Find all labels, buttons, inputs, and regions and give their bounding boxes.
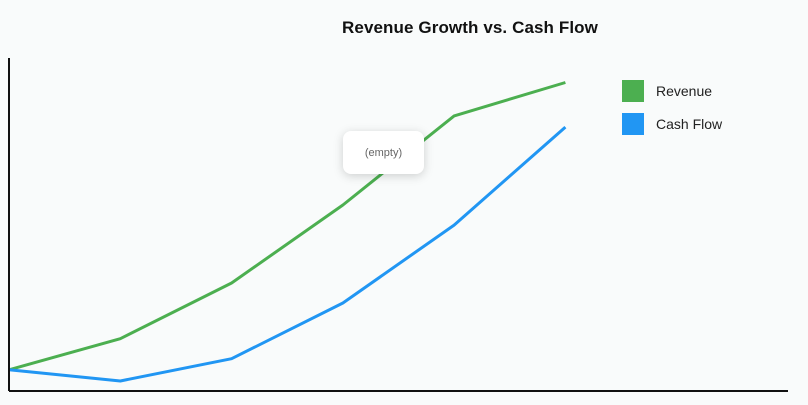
series-line-cash-flow[interactable] (8, 125, 567, 383)
legend-item-cash-flow[interactable]: Cash Flow (622, 113, 722, 135)
legend-label-cash-flow: Cash Flow (656, 116, 723, 132)
legend-swatch-revenue (622, 80, 644, 102)
legend: Revenue Cash Flow (622, 80, 722, 146)
tooltip: (empty) (343, 131, 424, 174)
legend-label-revenue: Revenue (656, 83, 713, 99)
series-layer (8, 81, 567, 383)
legend-item-revenue[interactable]: Revenue (622, 80, 722, 102)
chart-title: Revenue Growth vs. Cash Flow (342, 18, 598, 37)
series-line-revenue[interactable] (8, 81, 566, 372)
legend-swatch-cash-flow (622, 113, 644, 135)
